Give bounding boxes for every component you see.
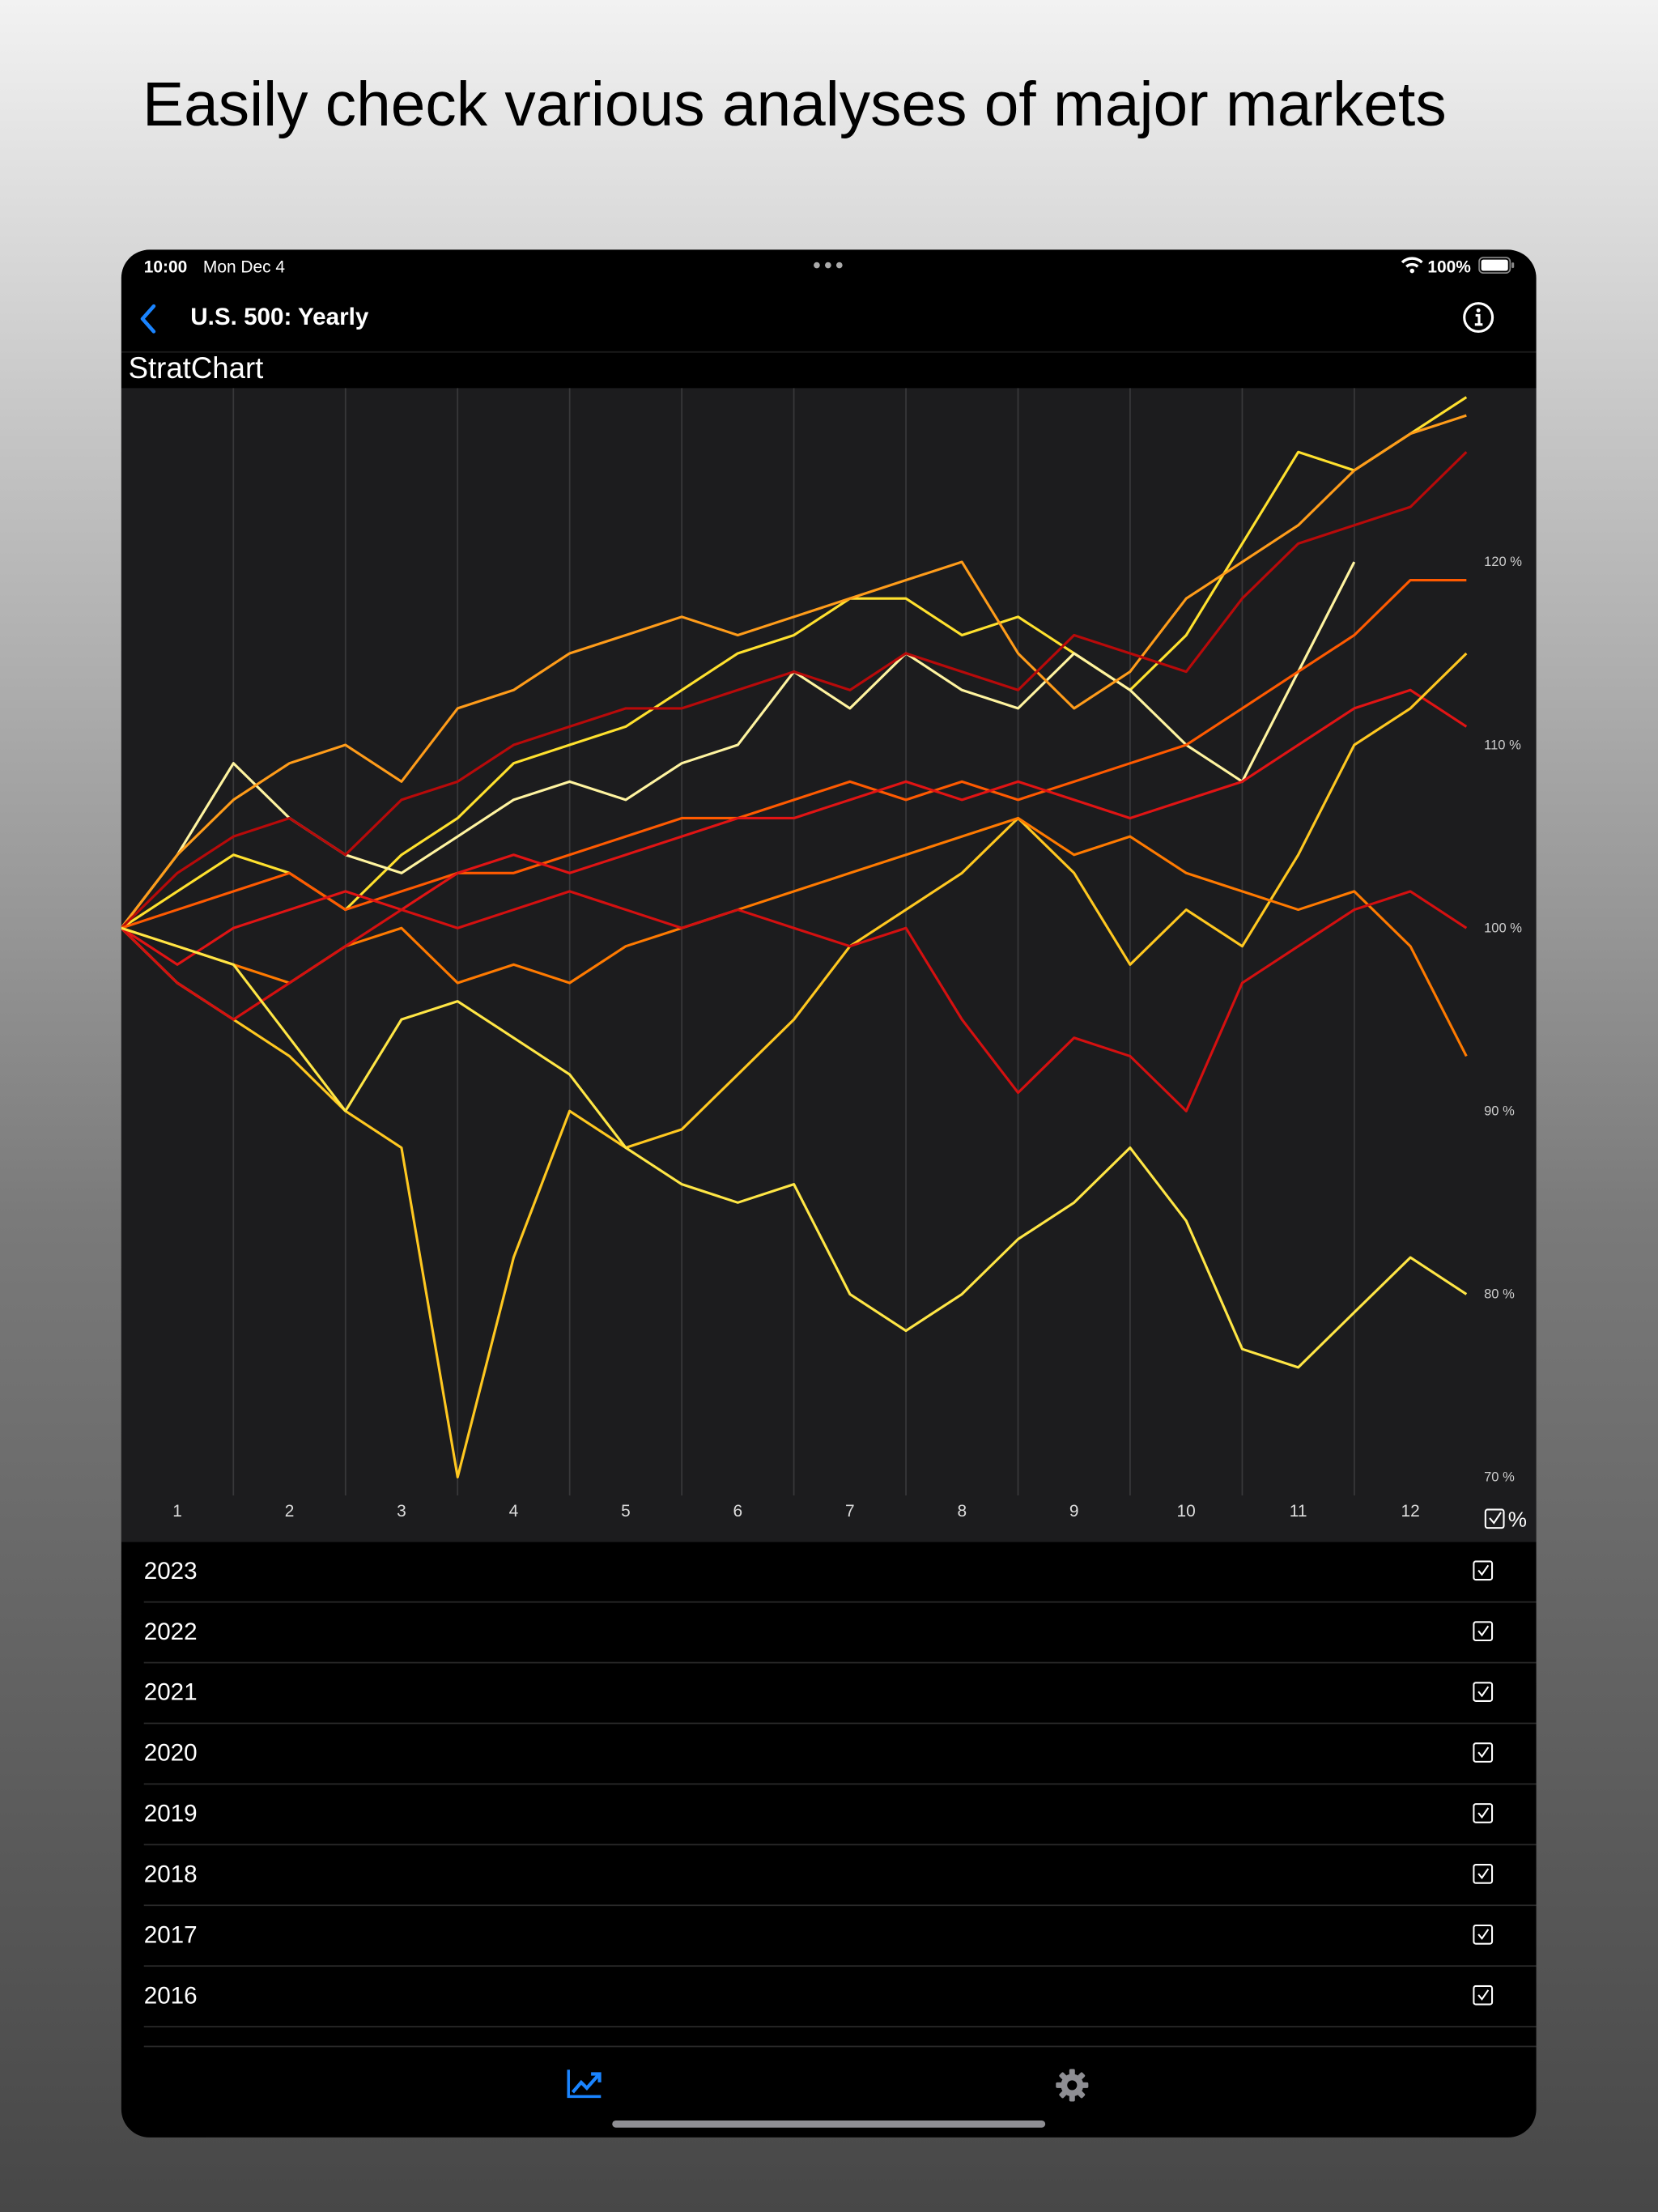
checkbox-frame — [1473, 1682, 1494, 1702]
year-checkbox[interactable] — [1473, 1682, 1494, 1703]
x-tick-label: 7 — [845, 1502, 855, 1521]
year-checkbox[interactable] — [1473, 1924, 1494, 1946]
year-checkbox[interactable] — [1473, 1621, 1494, 1642]
checkbox-frame — [1473, 1560, 1494, 1581]
y-tick-label: 80 % — [1484, 1287, 1515, 1302]
headline: Easily check various analyses of major m… — [142, 70, 1447, 140]
app-label: StratChart — [128, 352, 264, 385]
checkmark — [1477, 1929, 1490, 1940]
x-tick-label: 9 — [1069, 1502, 1079, 1521]
x-tick-label: 8 — [957, 1502, 967, 1521]
separator — [121, 351, 1537, 353]
series-line — [121, 578, 1467, 929]
x-tick-label: 1 — [172, 1502, 182, 1521]
wifi-icon — [1401, 257, 1423, 274]
device-screen: 10:00 Mon Dec 4 100% U.S. 500: Yearly St… — [121, 249, 1537, 2138]
year-row[interactable]: 2018 — [143, 1845, 1537, 1907]
checkbox-frame — [1473, 1621, 1494, 1642]
checkmark — [1477, 1989, 1490, 2001]
year-label: 2022 — [143, 1618, 198, 1645]
year-row[interactable]: 2017 — [143, 1906, 1537, 1967]
chart-tab[interactable] — [566, 2069, 602, 2099]
checkmark — [1489, 1512, 1502, 1525]
year-row[interactable]: 2023 — [143, 1542, 1537, 1603]
series-line — [121, 926, 1468, 1369]
year-checkbox[interactable] — [1473, 1560, 1494, 1581]
battery-icon — [1478, 257, 1515, 274]
year-checkbox[interactable] — [1473, 1864, 1494, 1885]
year-row[interactable]: 2022 — [143, 1602, 1537, 1664]
nav-title: U.S. 500: Yearly — [190, 303, 369, 330]
checkbox-frame — [1473, 1984, 1494, 2006]
multitask-dots[interactable] — [813, 261, 847, 269]
x-tick-label: 5 — [621, 1502, 631, 1521]
checkmark — [1477, 1868, 1490, 1879]
tab-bar-separator — [143, 2045, 1537, 2048]
percent-toggle-label: % — [1508, 1507, 1527, 1531]
info-button[interactable] — [1461, 300, 1495, 334]
back-button[interactable] — [138, 304, 158, 334]
y-tick-label: 90 % — [1484, 1103, 1515, 1118]
checkbox-frame — [1473, 1742, 1494, 1763]
plot-background — [121, 388, 1537, 1542]
checkmark — [1477, 1625, 1490, 1637]
year-label: 2020 — [143, 1739, 198, 1767]
x-tick-label: 12 — [1401, 1502, 1419, 1521]
checkbox-frame — [1473, 1803, 1494, 1823]
status-battery: 100% — [1427, 257, 1471, 277]
year-label: 2016 — [143, 1982, 198, 2010]
year-row[interactable]: 2019 — [143, 1784, 1537, 1846]
series-group — [121, 396, 1468, 1478]
year-row[interactable]: 2016 — [143, 1967, 1537, 2027]
series-line — [121, 451, 1468, 929]
checkmark — [1477, 1564, 1490, 1576]
year-label: 2021 — [143, 1678, 198, 1706]
year-checkbox[interactable] — [1473, 1803, 1494, 1824]
checkbox-frame — [1473, 1864, 1494, 1884]
year-checkbox[interactable] — [1473, 1742, 1494, 1763]
year-list: 2023 2022 2021 2020 2019 2018 2017 2016 — [121, 1542, 1537, 2027]
x-tick-label: 6 — [733, 1502, 743, 1521]
x-tick-label: 10 — [1177, 1502, 1196, 1521]
series-line — [121, 414, 1467, 929]
checkbox-frame — [1473, 1924, 1494, 1945]
y-tick-label: 120 % — [1484, 554, 1522, 569]
x-tick-label: 11 — [1290, 1502, 1307, 1521]
year-label: 2017 — [143, 1921, 198, 1949]
checkmark — [1477, 1807, 1490, 1819]
series-line — [121, 688, 1468, 966]
x-tick-label: 2 — [285, 1502, 295, 1521]
series-line — [121, 890, 1468, 1112]
y-tick-label: 100 % — [1484, 920, 1522, 935]
y-tick-label: 70 % — [1484, 1470, 1515, 1485]
home-indicator — [612, 2120, 1046, 2128]
x-tick-label: 4 — [509, 1502, 519, 1521]
checkmark — [1477, 1746, 1490, 1759]
x-tick-label: 3 — [397, 1502, 406, 1521]
year-row[interactable]: 2020 — [143, 1724, 1537, 1785]
settings-tab[interactable] — [1055, 2069, 1089, 2103]
year-label: 2018 — [143, 1861, 198, 1888]
year-label: 2019 — [143, 1800, 198, 1827]
status-time: 10:00 — [143, 257, 188, 277]
status-date: Mon Dec 4 — [202, 257, 286, 277]
y-tick-label: 110 % — [1484, 737, 1521, 752]
year-label: 2023 — [143, 1557, 198, 1585]
year-row[interactable]: 2021 — [143, 1663, 1537, 1725]
percent-checkbox[interactable] — [1484, 1508, 1505, 1529]
year-checkbox[interactable] — [1473, 1984, 1494, 2006]
checkmark — [1477, 1686, 1490, 1698]
